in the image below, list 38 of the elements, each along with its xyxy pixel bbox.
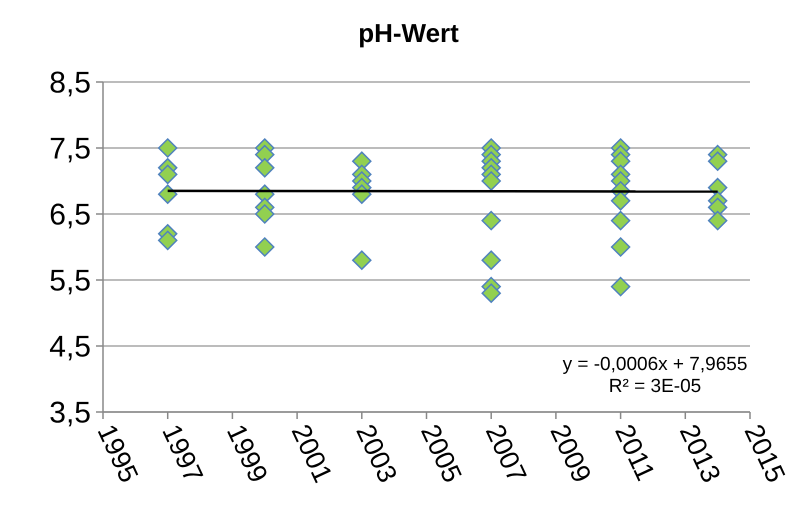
y-tick-label: 4,5 bbox=[49, 330, 91, 364]
x-tick-label: 2015 bbox=[738, 420, 787, 487]
x-tick-label: 1997 bbox=[156, 420, 209, 487]
x-tick-label: 2005 bbox=[415, 420, 468, 487]
point bbox=[708, 151, 728, 171]
x-tick-label: 1995 bbox=[92, 420, 144, 487]
point bbox=[610, 276, 630, 296]
point bbox=[481, 210, 501, 230]
x-tick-label: 2009 bbox=[544, 420, 598, 487]
x-tick-label: 1999 bbox=[220, 420, 274, 487]
x-tick-label: 2007 bbox=[480, 420, 532, 487]
point bbox=[352, 250, 372, 270]
annotation: y = -0,0006x + 7,9655 bbox=[562, 354, 748, 375]
point bbox=[158, 138, 178, 158]
point bbox=[255, 204, 274, 224]
point bbox=[610, 191, 630, 211]
y-tick-label: 3,5 bbox=[49, 396, 91, 430]
point bbox=[158, 184, 178, 204]
point bbox=[708, 210, 728, 230]
point bbox=[255, 158, 274, 178]
point bbox=[255, 237, 274, 257]
y-tick-label: 8,5 bbox=[49, 66, 91, 100]
y-tick-label: 6,5 bbox=[49, 198, 91, 232]
chart-title: pH-Wert bbox=[358, 18, 460, 48]
annotation: R² = 3E-05 bbox=[608, 376, 702, 397]
point bbox=[481, 250, 501, 270]
point bbox=[610, 237, 630, 257]
point bbox=[481, 171, 501, 191]
x-tick-label: 2003 bbox=[350, 420, 403, 487]
y-tick-label: 7,5 bbox=[49, 132, 91, 166]
point bbox=[158, 230, 178, 250]
y-tick-label: 5,5 bbox=[49, 264, 91, 298]
x-tick-label: 2011 bbox=[609, 420, 661, 486]
x-tick-label: 2001 bbox=[286, 420, 338, 487]
point bbox=[158, 164, 178, 184]
x-tick-label: 2013 bbox=[674, 420, 726, 487]
point bbox=[610, 210, 630, 230]
point bbox=[481, 283, 501, 303]
